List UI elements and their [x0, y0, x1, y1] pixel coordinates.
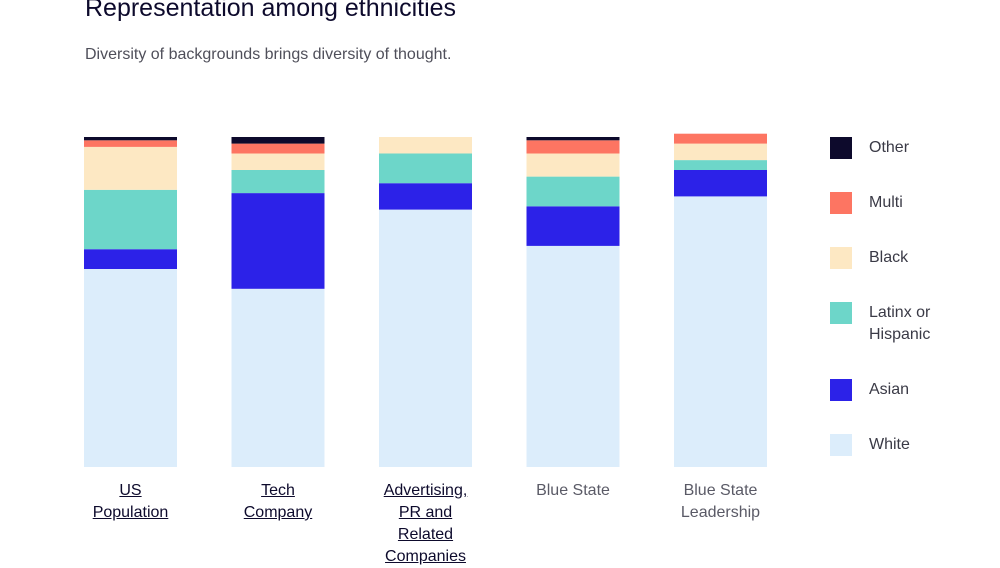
bar-segment-blue-state-multi	[526, 140, 620, 154]
category-label-blue-state: Blue State	[536, 482, 610, 499]
legend-label-latinx-or-hispanic: Latinx or Hispanic	[869, 304, 931, 343]
category-label-advertising-pr-and-related-companies[interactable]: Advertising, PR and Related Companies	[383, 482, 468, 565]
bar-segment-blue-state-leadership-black	[674, 143, 767, 161]
bar-segment-us-population-other	[84, 137, 177, 141]
bar-segment-tech-company-multi	[231, 143, 325, 154]
bar-segment-blue-state-white	[526, 245, 620, 467]
bar-segment-advertising-pr-and-related-companies-black	[379, 137, 472, 154]
bar-segment-blue-state-latinx-or-hispanic	[526, 176, 620, 207]
legend-swatch-multi	[830, 192, 852, 214]
bar-segment-us-population-white	[84, 269, 177, 467]
bar-segment-tech-company-latinx-or-hispanic	[231, 170, 325, 194]
bar-segment-advertising-pr-and-related-companies-white	[379, 209, 472, 467]
bar-segment-advertising-pr-and-related-companies-asian	[379, 183, 472, 210]
bar-segment-us-population-latinx-or-hispanic	[84, 189, 177, 250]
bar-segment-blue-state-leadership-asian	[674, 170, 767, 197]
bar-segment-tech-company-white	[231, 288, 325, 467]
legend-label-asian: Asian	[869, 381, 910, 398]
category-label-blue-state-leadership: Blue State Leadership	[680, 482, 761, 521]
legend-label-black: Black	[869, 249, 909, 266]
bar-segment-blue-state-leadership-white	[674, 196, 767, 467]
bar-segment-tech-company-asian	[231, 193, 325, 289]
bar-segment-blue-state-other	[526, 137, 620, 141]
legend-swatch-white	[830, 434, 852, 456]
legend-swatch-asian	[830, 379, 852, 401]
category-label-us-population[interactable]: US Population	[92, 482, 169, 521]
bar-segment-tech-company-black	[231, 153, 325, 170]
bar-segment-blue-state-leadership-multi	[674, 133, 767, 144]
chart-subtitle: Diversity of backgrounds brings diversit…	[85, 46, 452, 63]
bar-segment-blue-state-asian	[526, 206, 620, 246]
legend-label-other: Other	[869, 139, 910, 156]
legend-label-white: White	[869, 436, 910, 453]
bar-segment-advertising-pr-and-related-companies-latinx-or-hispanic	[379, 153, 472, 184]
legend-swatch-latinx-or-hispanic	[830, 302, 852, 324]
bar-segment-us-population-multi	[84, 140, 177, 147]
bar-segment-us-population-black	[84, 146, 177, 190]
category-label-tech-company[interactable]: Tech Company	[243, 482, 313, 521]
legend-label-multi: Multi	[869, 194, 903, 211]
bar-segment-tech-company-other	[231, 137, 325, 144]
legend-swatch-other	[830, 137, 852, 159]
bar-segment-blue-state-black	[526, 153, 620, 177]
chart-title: Representation among ethnicities	[85, 0, 457, 22]
bar-segment-us-population-asian	[84, 249, 177, 269]
legend-swatch-black	[830, 247, 852, 269]
bar-segment-blue-state-leadership-latinx-or-hispanic	[674, 160, 767, 170]
